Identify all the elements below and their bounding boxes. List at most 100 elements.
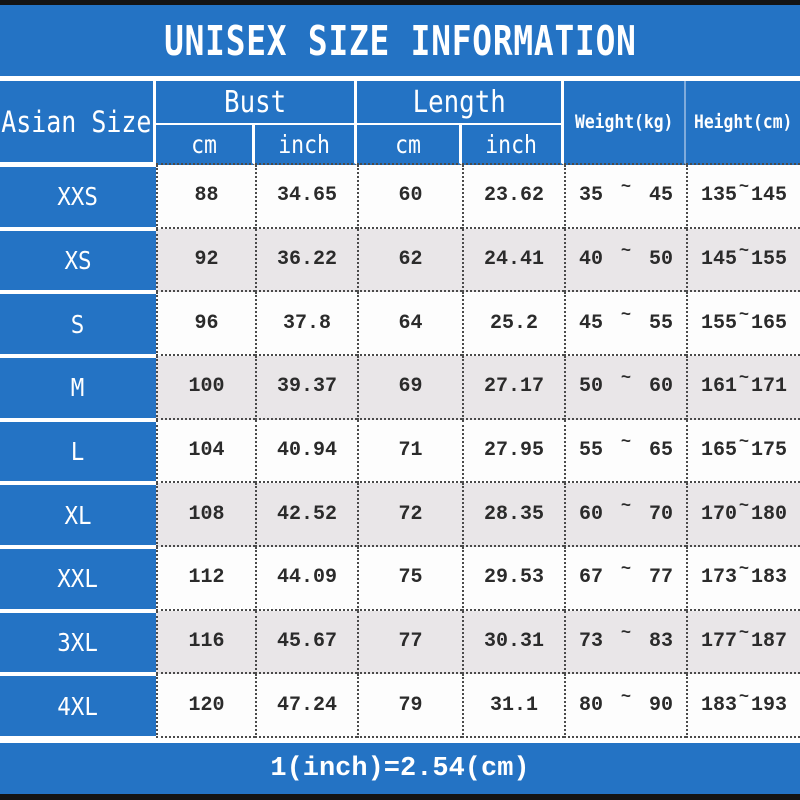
divider [0,76,800,81]
height-max: 175 [750,438,787,462]
height-min: 161 [701,375,738,399]
table-row-xxs: XXS 88 34.65 60 23.62 35 ~45 135 ~145 [0,165,800,229]
weight-min: 50 [579,375,604,399]
tilde: ~ [620,305,632,325]
bust-inch-label: inch [278,129,331,159]
length-cm-cell: 69 [357,356,462,420]
size-label-text: 3XL [57,627,99,657]
height-max: 193 [750,693,787,717]
bust-inch-cell: 47.24 [255,674,357,738]
tilde: ~ [738,496,750,516]
length-inch-subheader: inch [462,125,564,165]
height-min: 165 [701,438,738,462]
height-header: Height(cm) [686,81,800,165]
size-label-text: XL [64,500,92,530]
size-label-text: 4XL [57,691,99,721]
bust-inch-cell: 34.65 [255,165,357,229]
tilde: ~ [738,241,750,261]
table-body: XXS 88 34.65 60 23.62 35 ~45 135 ~145 XS 9… [0,165,800,738]
bust-inch-cell: 45.67 [255,610,357,675]
weight-max: 45 [648,184,673,208]
size-label: M [0,356,156,420]
bust-cm-cell: 116 [156,610,255,675]
length-cm-subheader: cm [357,125,462,165]
bust-cm-label: cm [191,129,217,159]
height-min: 183 [701,693,738,717]
top-black-bar [0,0,800,5]
size-label-text: L [71,436,85,466]
weight-range-cell: 40 ~50 [564,228,686,293]
tilde: ~ [620,687,632,707]
weight-min: 80 [579,693,604,717]
conversion-formula: 1(inch)=2.54(cm) [270,753,530,784]
length-cm-cell: 60 [357,165,462,229]
height-max: 183 [750,566,787,590]
weight-header-label: Weight(kg) [574,111,674,133]
weight-max: 55 [648,311,673,335]
length-cm-label: cm [395,129,421,159]
height-max: 171 [750,375,787,399]
height-range-cell: 161 ~171 [686,356,800,420]
length-inch-cell: 27.95 [462,419,564,484]
height-max: 165 [750,311,787,335]
asian-size-header: Asian Size [0,81,156,165]
tilde: ~ [620,623,632,643]
weight-min: 55 [579,438,604,462]
weight-header: Weight(kg) [564,81,686,165]
bust-cm-cell: 92 [156,228,255,293]
weight-max: 65 [648,438,673,462]
weight-range-cell: 60 ~70 [564,483,686,547]
height-range-cell: 177 ~187 [686,610,800,675]
size-label: S [0,292,156,356]
height-max: 145 [750,184,787,208]
bust-cm-subheader: cm [156,125,255,165]
tilde: ~ [738,687,750,707]
size-label: 4XL [0,674,156,738]
length-inch-label: inch [485,129,538,159]
weight-range-cell: 35 ~45 [564,165,686,229]
tilde: ~ [738,369,750,389]
weight-min: 73 [579,629,604,653]
tilde: ~ [738,432,750,452]
length-cm-cell: 77 [357,610,462,675]
length-header-label: Length [412,84,506,120]
page-title: UNISEX SIZE INFORMATION [163,16,637,65]
bust-cm-cell: 100 [156,356,255,420]
bust-inch-cell: 37.8 [255,292,357,356]
length-inch-cell: 25.2 [462,292,564,356]
size-label: XL [0,483,156,547]
tilde: ~ [620,369,632,389]
height-range-cell: 183 ~193 [686,674,800,738]
bust-cm-cell: 112 [156,547,255,611]
length-inch-cell: 27.17 [462,356,564,420]
bust-inch-cell: 40.94 [255,419,357,484]
table-header: Asian Size Bust Length Weight(kg) Height… [0,81,800,165]
height-min: 177 [701,629,738,653]
size-label: XXL [0,547,156,611]
length-inch-cell: 29.53 [462,547,564,611]
size-label-text: XS [64,245,92,275]
weight-max: 60 [648,375,673,399]
height-max: 187 [750,629,787,653]
tilde: ~ [738,560,750,580]
bust-header-label: Bust [223,84,287,120]
height-min: 155 [701,311,738,335]
weight-max: 50 [648,247,673,271]
length-inch-cell: 23.62 [462,165,564,229]
height-max: 180 [750,502,787,526]
bust-cm-cell: 104 [156,419,255,484]
size-label-text: M [71,373,85,403]
height-min: 173 [701,566,738,590]
bust-group-header: Bust [156,81,357,125]
weight-min: 67 [579,566,604,590]
tilde: ~ [738,623,750,643]
length-inch-cell: 24.41 [462,228,564,293]
table-row-4xl: 4XL 120 47.24 79 31.1 80 ~90 183 ~193 [0,674,800,738]
weight-max: 90 [648,693,673,717]
height-min: 170 [701,502,738,526]
bust-cm-cell: 88 [156,165,255,229]
size-label-text: S [71,309,85,339]
weight-min: 45 [579,311,604,335]
table-row-xs: XS 92 36.22 62 24.41 40 ~50 145 ~155 [0,228,800,293]
